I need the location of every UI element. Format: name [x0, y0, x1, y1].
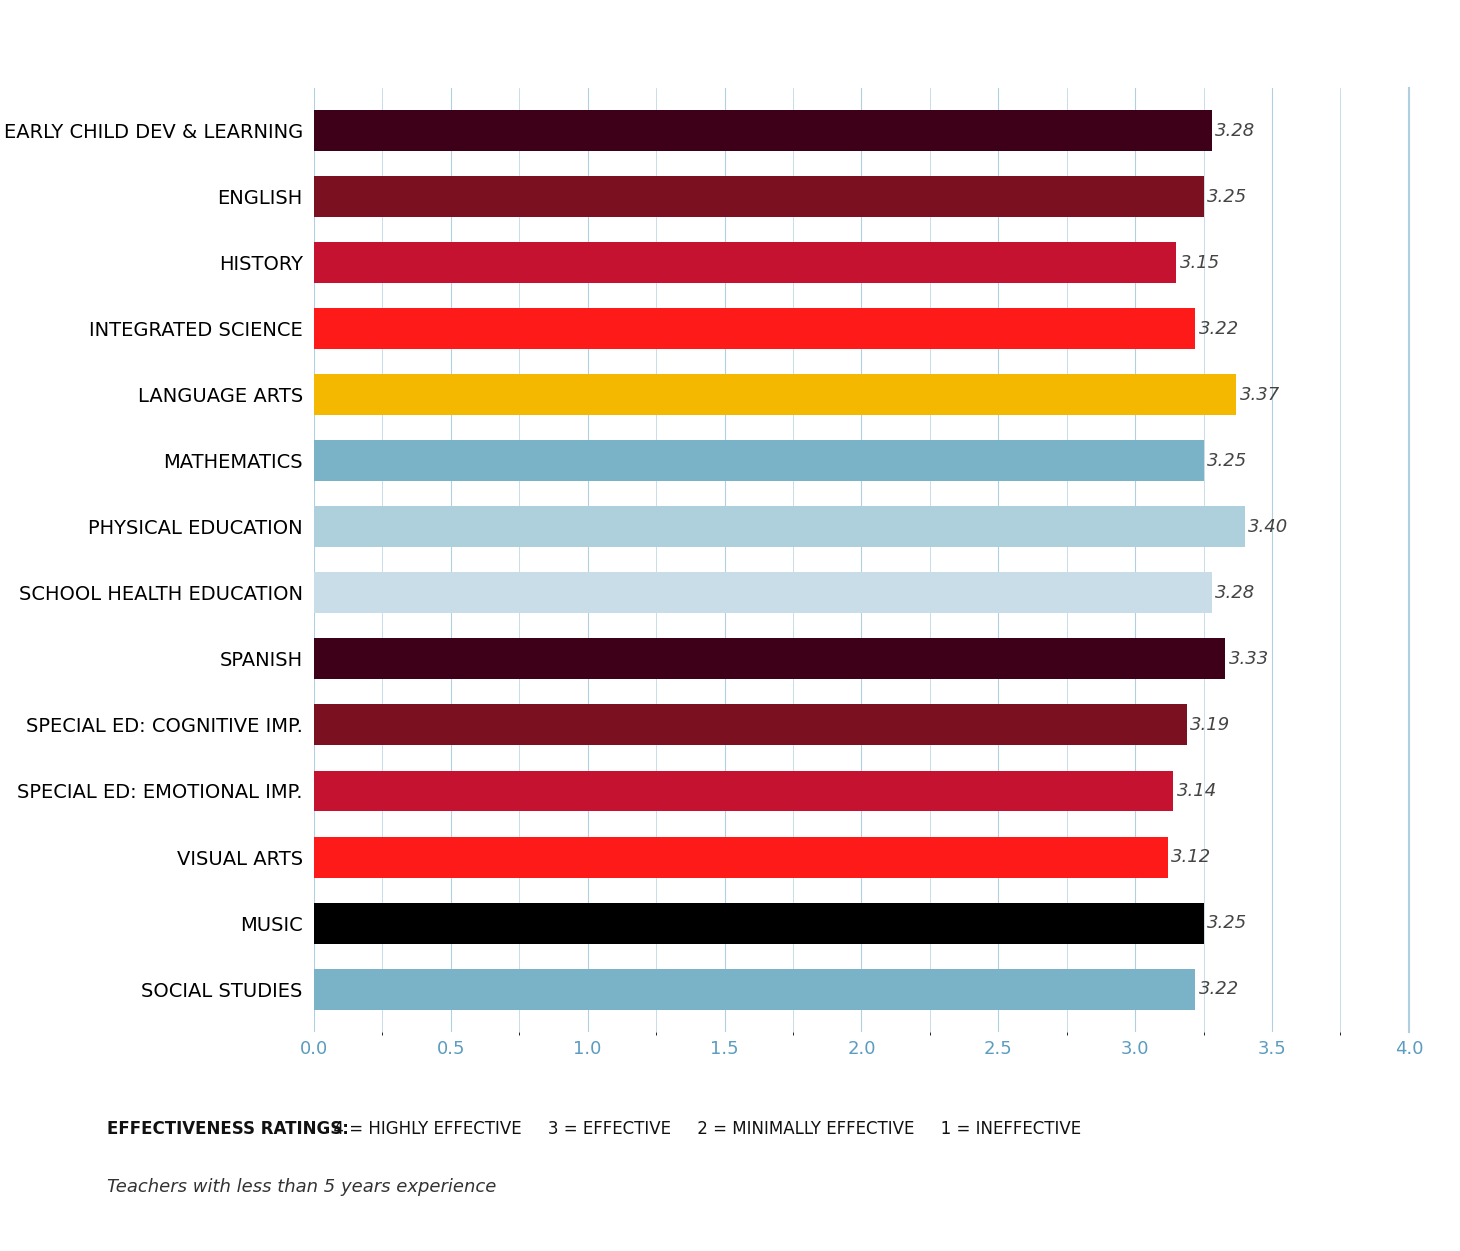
- Text: 3.33: 3.33: [1229, 651, 1269, 668]
- Bar: [314, 704, 1187, 746]
- Text: 3.12: 3.12: [1171, 848, 1212, 866]
- Bar: [314, 507, 1244, 547]
- Bar: [314, 903, 1203, 943]
- Bar: [314, 243, 1177, 283]
- Text: 3.25: 3.25: [1207, 914, 1247, 932]
- Text: 3.25: 3.25: [1207, 188, 1247, 205]
- Text: 3.28: 3.28: [1215, 121, 1256, 140]
- Bar: [314, 374, 1237, 415]
- Text: 3.22: 3.22: [1199, 980, 1240, 998]
- Bar: [314, 176, 1203, 216]
- Text: 3.25: 3.25: [1207, 452, 1247, 469]
- Bar: [314, 573, 1212, 613]
- Text: EFFECTIVENESS RATINGS:: EFFECTIVENESS RATINGS:: [107, 1120, 349, 1137]
- Text: 3.28: 3.28: [1215, 584, 1256, 602]
- Text: Teachers with less than 5 years experience: Teachers with less than 5 years experien…: [107, 1178, 496, 1196]
- Bar: [314, 440, 1203, 482]
- Bar: [314, 638, 1225, 679]
- Text: 3.19: 3.19: [1190, 716, 1231, 734]
- Bar: [314, 110, 1212, 151]
- Text: 3.15: 3.15: [1180, 254, 1219, 271]
- Bar: [314, 308, 1196, 349]
- Bar: [314, 771, 1174, 812]
- Text: 3.22: 3.22: [1199, 320, 1240, 338]
- Text: 3.40: 3.40: [1248, 518, 1288, 535]
- Bar: [314, 837, 1168, 877]
- Text: 4 = HIGHLY EFFECTIVE     3 = EFFECTIVE     2 = MINIMALLY EFFECTIVE     1 = INEFF: 4 = HIGHLY EFFECTIVE 3 = EFFECTIVE 2 = M…: [323, 1120, 1080, 1137]
- Text: 3.14: 3.14: [1177, 782, 1218, 799]
- Text: 3.37: 3.37: [1240, 385, 1280, 404]
- Bar: [314, 968, 1196, 1010]
